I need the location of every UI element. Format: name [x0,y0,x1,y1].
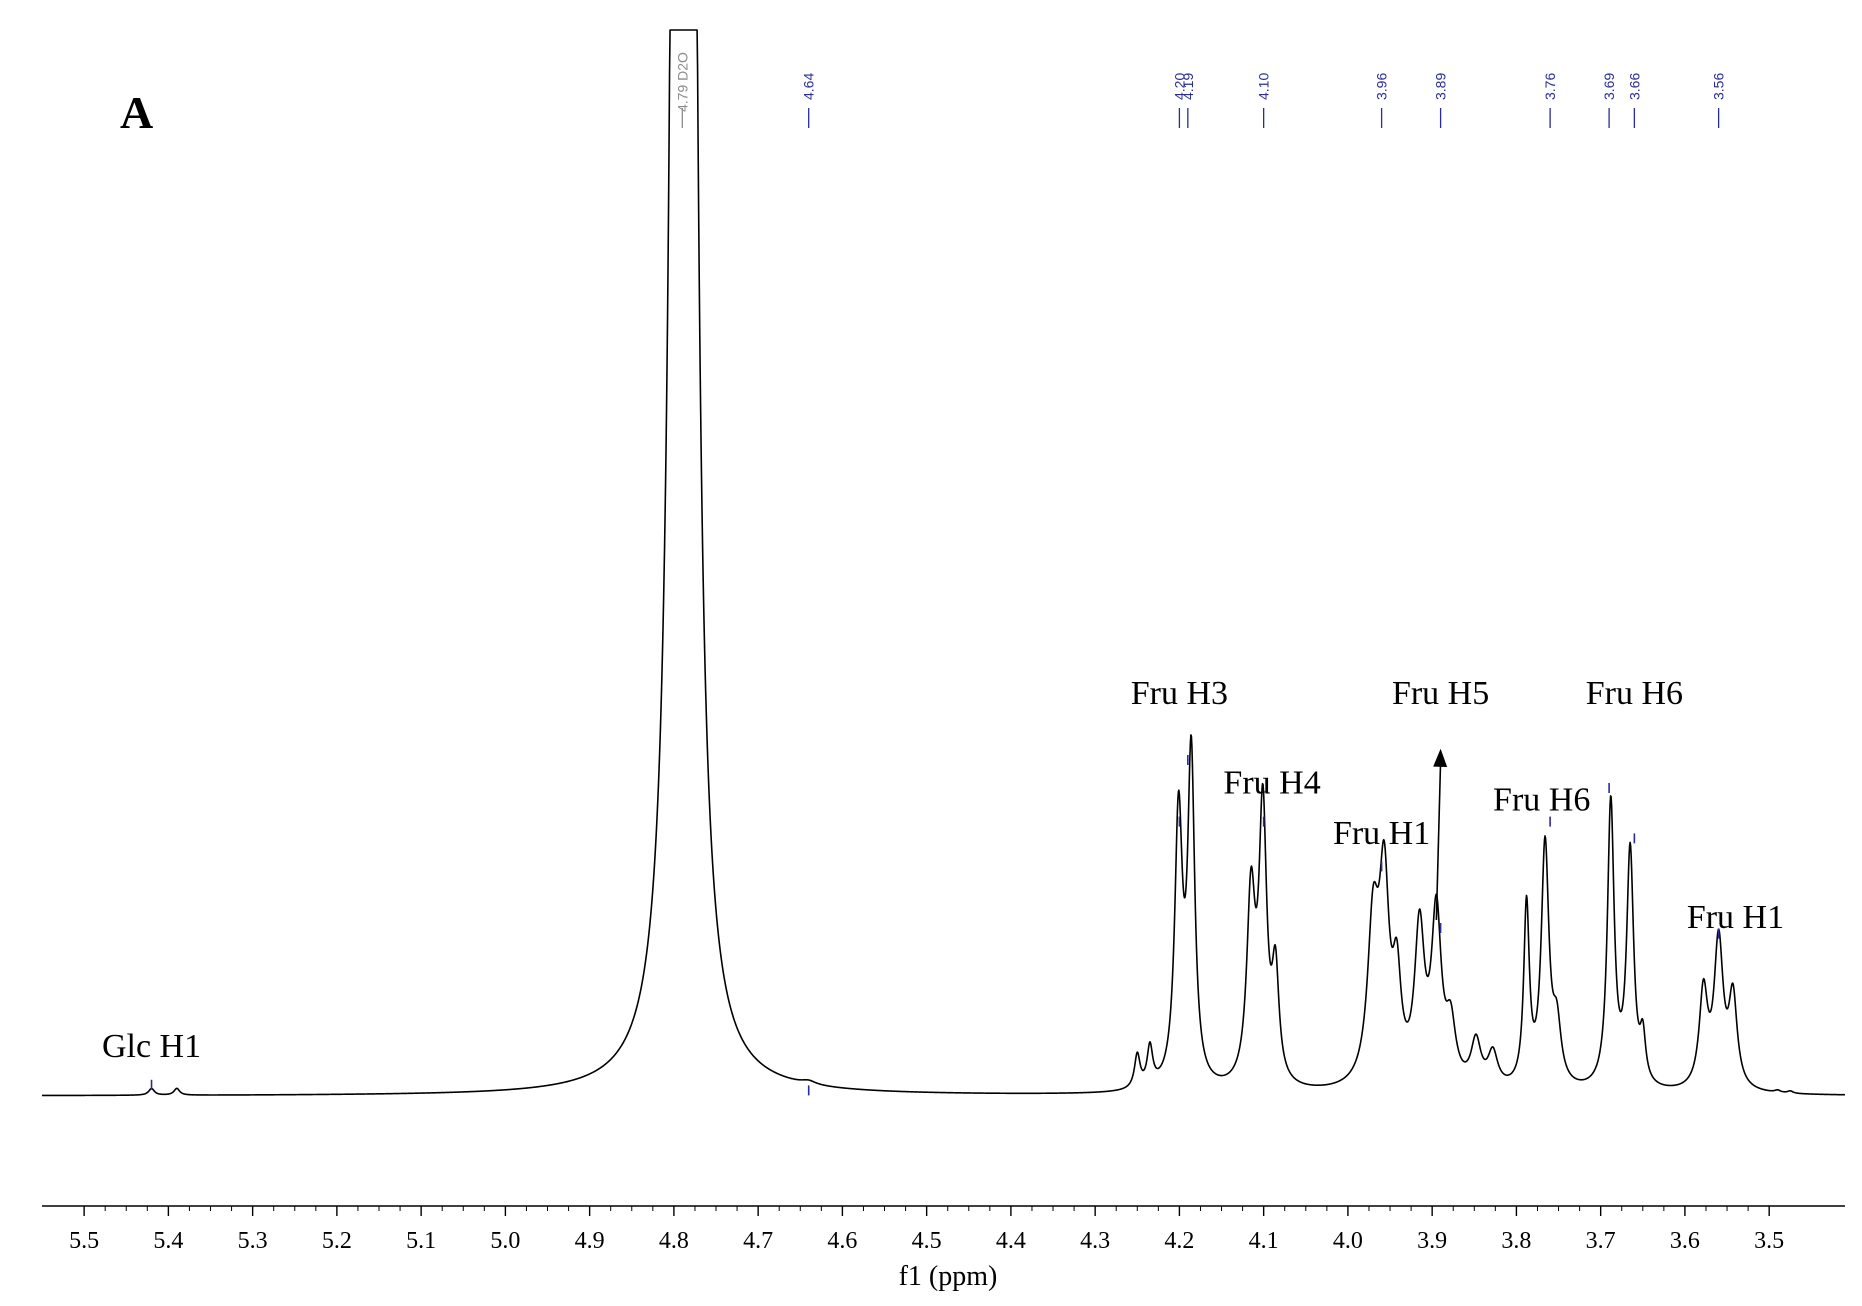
x-tick-label: 3.7 [1586,1228,1616,1254]
x-axis-label: f1 (ppm) [899,1261,998,1292]
x-tick-label: 5.2 [322,1228,352,1254]
peak-annotation: Fru H4 [1223,765,1320,802]
peak-pick-label: 4.79 D2O [674,52,690,112]
x-tick-label: 3.9 [1417,1228,1447,1254]
x-tick-label: 4.8 [659,1228,689,1254]
x-tick-label: 4.2 [1164,1228,1194,1254]
x-tick-label: 5.5 [69,1228,99,1254]
x-tick-label: 3.5 [1754,1228,1784,1254]
x-tick-label: 4.7 [743,1228,773,1254]
peak-annotation: Fru H3 [1131,675,1228,712]
peak-annotation: Fru H6 [1586,675,1683,712]
peak-pick-label: 3.66 [1626,73,1642,100]
x-tick-label: 5.4 [153,1228,183,1254]
peak-annotations: Glc H1 Fru H3 Fru H4 Fru H1 Fru H5 Fru H6 Fru … [102,675,1784,1065]
peak-annotation: Fru H1 [1333,815,1430,852]
x-tick-label: 3.8 [1501,1228,1531,1254]
peak-annotation: Fru H6 [1493,781,1590,818]
peak-pick-label: 4.64 [801,73,817,100]
panel-label: A [120,87,153,138]
x-tick-label: 3.6 [1670,1228,1700,1254]
peak-annotation: Fru H5 [1392,675,1489,712]
x-tick-label: 5.1 [406,1228,436,1254]
peak-picks: 4.79 D2O 4.64 4.204.19 4.10 3.96 3.89 3.76 3.69… [150,52,1727,1096]
x-tick-label: 4.5 [912,1228,942,1254]
peak-pick-label: 3.69 [1601,73,1617,100]
spectrum-trace [41,29,1846,1097]
x-tick-label: 5.3 [238,1228,268,1254]
peak-pick-label: 3.56 [1711,73,1727,100]
peak-annotation: Fru H1 [1687,899,1784,936]
x-tick-label: 5.0 [490,1228,520,1254]
peak-annotation: Glc H1 [102,1028,201,1065]
x-tick-label: 4.4 [996,1228,1026,1254]
peak-pick-label: 4.20 [1171,73,1187,100]
x-axis: 5.5 5.4 5.3 5.2 5.1 5.0 4.9 4.8 4.7 4.6 4.5 4.4 4.3 4… [42,1205,1845,1292]
fru-h5-arrow [1433,748,1448,921]
x-tick-label: 4.1 [1249,1228,1279,1254]
peak-pick-label: 3.89 [1433,73,1449,100]
peak-pick-label: 3.96 [1374,73,1390,100]
peak-pick-label: 4.10 [1256,73,1272,100]
x-tick-label: 4.9 [575,1228,605,1254]
x-tick-label: 4.6 [827,1228,857,1254]
x-tick-label: 4.3 [1080,1228,1110,1254]
peak-pick-label: 4.19 [1180,73,1196,100]
peak-pick-label: 3.76 [1542,73,1558,100]
x-tick-label: 4.0 [1333,1228,1363,1254]
